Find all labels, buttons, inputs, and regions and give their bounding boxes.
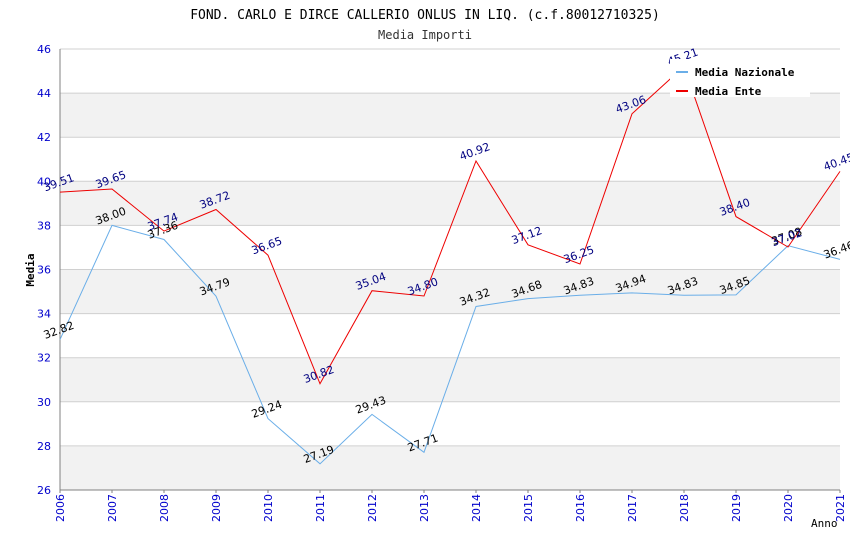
y-tick-label: 44 [37,87,51,100]
x-tick-label: 2014 [470,494,483,522]
series-lines [59,65,841,465]
legend-label: Media Nazionale [695,66,795,79]
x-tick-label: 2012 [366,494,379,522]
y-tick-label: 30 [37,396,51,409]
x-tick-label: 2011 [314,494,327,522]
grid-band [60,445,840,490]
x-tick-label: 2019 [730,494,743,522]
y-tick-label: 32 [37,352,51,365]
legend: Media Nazionale Media Ente [670,59,810,98]
y-tick-label: 36 [37,264,51,277]
x-tick-label: 2015 [522,494,535,522]
y-tick-label: 34 [37,308,51,321]
y-tick-label: 26 [37,484,51,497]
x-tick-label: 2020 [782,494,795,522]
x-axis-ticks: 2006 2007 2008 2009 2010 2011 2012 2013 2014 2015… [54,490,847,522]
x-tick-label: 2006 [54,494,67,522]
y-tick-label: 46 [37,43,51,56]
series-line-media-ente [59,65,841,385]
grid-band [60,137,840,182]
x-tick-label: 2016 [574,494,587,522]
plot-background [59,48,840,491]
x-tick-label: 2013 [418,494,431,522]
legend-label: Media Ente [695,85,762,98]
y-tick-label: 28 [37,440,51,453]
y-tick-label: 40 [37,175,51,188]
grid-band [60,93,840,138]
y-axis-label: Media [24,253,37,286]
legend-box [670,59,810,97]
grid-band [60,181,840,226]
grid-band [60,269,840,314]
y-tick-label: 38 [37,219,51,232]
grid-band [60,225,840,270]
y-axis-ticks: 26 28 30 32 34 36 38 40 42 44 46 [37,43,51,497]
x-tick-label: 2010 [262,494,275,522]
x-tick-label: 2021 [834,494,847,522]
chart-subtitle: Media Importi [378,28,472,42]
x-axis-label: Anno [811,517,838,530]
x-tick-label: 2008 [158,494,171,522]
grid-band [60,313,840,358]
x-tick-label: 2018 [678,494,691,522]
chart-title: FOND. CARLO E DIRCE CALLERIO ONLUS IN LI… [190,8,660,23]
x-tick-label: 2007 [106,494,119,522]
grid-band [60,401,840,446]
x-tick-label: 2017 [626,494,639,522]
y-tick-label: 42 [37,131,51,144]
series-line-media-nazionale [59,224,841,465]
x-tick-label: 2009 [210,494,223,522]
